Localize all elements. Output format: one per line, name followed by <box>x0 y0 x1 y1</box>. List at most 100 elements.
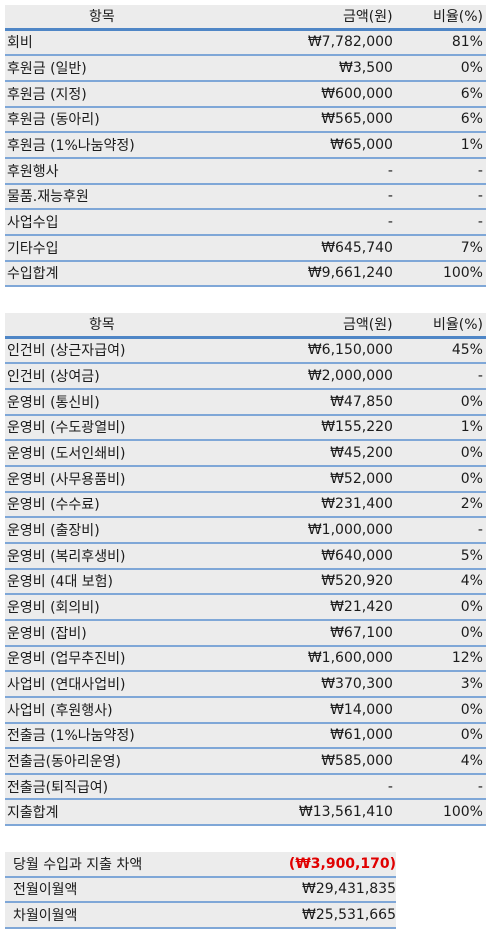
income-row: 회비 ₩7,782,000 81% <box>5 30 486 57</box>
expense-amount-cell: ₩67,100 <box>330 624 393 641</box>
expense-header-item: 항목 <box>89 317 115 334</box>
income-row: 후원금 (1%나눔약정) ₩65,000 1% <box>5 133 486 159</box>
expense-amount-cell: ₩21,420 <box>330 599 393 616</box>
income-item-cell: 물품.재능후원 <box>7 189 89 206</box>
summary-amount-cell: ₩29,431,835 <box>301 881 396 898</box>
expense-row: 운영비 (사무용품비) ₩52,000 0% <box>5 466 486 493</box>
income-item-cell: 후원금 (1%나눔약정) <box>7 138 135 155</box>
income-amount-cell: ₩65,000 <box>330 137 393 154</box>
income-item-cell: 수입합계 <box>7 266 59 283</box>
expense-amount-cell: ₩1,000,000 <box>307 522 393 539</box>
income-header-ratio: 비율(%) <box>433 9 483 26</box>
income-row: 수입합계 ₩9,661,240 100% <box>5 261 486 288</box>
income-amount-cell: ₩600,000 <box>321 85 393 102</box>
income-item-cell: 사업수입 <box>7 215 59 232</box>
expense-ratio-cell: - <box>477 522 483 539</box>
expense-amount-cell: ₩52,000 <box>330 470 393 487</box>
income-item-cell: 후원금 (일반) <box>7 61 87 78</box>
expense-ratio-cell: 2% <box>460 496 483 513</box>
expense-ratio-cell: 45% <box>451 342 483 359</box>
income-row: 물품.재능후원 - - <box>5 184 486 211</box>
expense-amount-cell: ₩231,400 <box>321 496 393 513</box>
expense-item-cell: 전출금(퇴직급여) <box>7 779 109 796</box>
expense-row: 운영비 (복리후생비) ₩640,000 5% <box>5 543 486 570</box>
expense-ratio-cell: 5% <box>460 547 483 564</box>
expense-row: 사업비 (후원행사) ₩14,000 0% <box>5 697 486 724</box>
expense-header-amount: 금액(원) <box>342 317 393 334</box>
expense-row: 운영비 (통신비) ₩47,850 0% <box>5 389 486 416</box>
expense-row: 운영비 (잡비) ₩67,100 0% <box>5 620 486 647</box>
income-item-cell: 회비 <box>7 35 33 52</box>
expense-item-cell: 전출금 (1%나눔약정) <box>7 728 135 745</box>
expense-amount-cell: ₩155,220 <box>321 419 393 436</box>
expense-item-cell: 운영비 (사무용품비) <box>7 471 126 488</box>
expense-amount-cell: ₩6,150,000 <box>307 342 393 359</box>
income-table: 항목 금액(원) 비율(%) 회비 ₩7,782,000 81% 후원금 (일반) ₩3… <box>5 5 486 288</box>
expense-item-cell: 전출금(동아리운영) <box>7 753 121 770</box>
expense-amount-cell: ₩61,000 <box>330 727 393 744</box>
expense-row: 전출금(동아리운영) ₩585,000 4% <box>5 749 486 775</box>
expense-item-cell: 인건비 (상여금) <box>7 369 100 386</box>
expense-amount-cell: ₩2,000,000 <box>307 368 393 385</box>
summary-item-cell: 당월 수입과 지출 차액 <box>13 856 143 873</box>
expense-ratio-cell: 0% <box>460 727 483 744</box>
expense-item-cell: 사업비 (연대사업비) <box>7 677 126 694</box>
expense-amount-cell: ₩1,600,000 <box>307 650 393 667</box>
income-header-amount: 금액(원) <box>342 9 393 26</box>
expense-row: 운영비 (회의비) ₩21,420 0% <box>5 595 486 621</box>
income-ratio-cell: 6% <box>460 85 483 102</box>
income-ratio-cell: 100% <box>442 265 483 282</box>
expense-ratio-cell: 4% <box>460 573 483 590</box>
income-item-cell: 후원금 (동아리) <box>7 112 100 129</box>
expense-item-cell: 운영비 (회의비) <box>7 600 100 617</box>
income-body: 회비 ₩7,782,000 81% 후원금 (일반) ₩3,500 0% 후원금 (지정) ₩… <box>5 30 486 288</box>
expense-ratio-cell: 100% <box>442 804 483 821</box>
expense-item-cell: 인건비 (상근자급여) <box>7 343 126 360</box>
expense-row: 사업비 (연대사업비) ₩370,300 3% <box>5 672 486 698</box>
expense-item-cell: 운영비 (복리후생비) <box>7 548 126 565</box>
income-row: 기타수입 ₩645,740 7% <box>5 235 486 262</box>
expense-ratio-cell: 0% <box>460 445 483 462</box>
income-amount-cell: - <box>387 162 393 179</box>
income-amount-cell: - <box>387 188 393 205</box>
summary-amount-cell: (₩3,900,170) <box>288 855 396 872</box>
income-ratio-cell: 7% <box>460 239 483 256</box>
expense-ratio-cell: 0% <box>460 470 483 487</box>
income-ratio-cell: 1% <box>460 137 483 154</box>
expense-amount-cell: ₩45,200 <box>330 445 393 462</box>
expense-header-ratio: 비율(%) <box>433 317 483 334</box>
expense-item-cell: 운영비 (수수료) <box>7 497 100 514</box>
expense-item-cell: 사업비 (후원행사) <box>7 702 113 719</box>
expense-row: 인건비 (상여금) ₩2,000,000 - <box>5 364 486 390</box>
expense-row: 지출합계 ₩13,561,410 100% <box>5 800 486 827</box>
income-amount-cell: ₩7,782,000 <box>307 34 393 51</box>
income-item-cell: 후원행사 <box>7 163 59 180</box>
expense-row: 운영비 (4대 보험) ₩520,920 4% <box>5 569 486 596</box>
expense-row: 운영비 (수도광열비) ₩155,220 1% <box>5 415 486 442</box>
summary-item-cell: 차월이월액 <box>13 908 78 925</box>
expense-ratio-cell: 0% <box>460 599 483 616</box>
expense-ratio-cell: 1% <box>460 419 483 436</box>
income-ratio-cell: 81% <box>451 34 483 51</box>
expense-body: 인건비 (상근자급여) ₩6,150,000 45% 인건비 (상여금) ₩2,000,… <box>5 338 486 827</box>
expense-item-cell: 운영비 (잡비) <box>7 625 87 642</box>
income-ratio-cell: 6% <box>460 111 483 128</box>
expense-row: 운영비 (업무추진비) ₩1,600,000 12% <box>5 646 486 673</box>
expense-ratio-cell: 0% <box>460 624 483 641</box>
expense-amount-cell: - <box>387 778 393 795</box>
expense-header-row: 항목 금액(원) 비율(%) <box>5 313 486 339</box>
expense-ratio-cell: 12% <box>451 650 483 667</box>
expense-ratio-cell: 0% <box>460 701 483 718</box>
expense-item-cell: 운영비 (업무추진비) <box>7 651 126 668</box>
expense-item-cell: 지출합계 <box>7 805 59 822</box>
income-header-row: 항목 금액(원) 비율(%) <box>5 5 486 31</box>
income-item-cell: 후원금 (지정) <box>7 86 87 103</box>
expense-amount-cell: ₩14,000 <box>330 701 393 718</box>
income-row: 사업수입 - - <box>5 210 486 236</box>
expense-amount-cell: ₩640,000 <box>321 547 393 564</box>
summary-row: 차월이월액 ₩25,531,665 <box>5 903 396 929</box>
income-row: 후원금 (동아리) ₩565,000 6% <box>5 107 486 134</box>
income-ratio-cell: - <box>477 188 483 205</box>
summary-row: 전월이월액 ₩29,431,835 <box>5 877 396 904</box>
income-amount-cell: ₩9,661,240 <box>307 265 393 282</box>
